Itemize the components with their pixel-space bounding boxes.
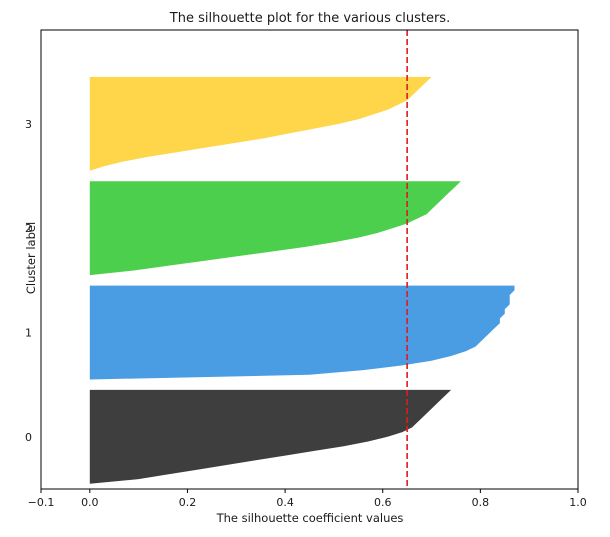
x-tick-label: −0.1 xyxy=(28,496,55,509)
x-tick-label: 0.4 xyxy=(276,496,294,509)
cluster-0-silhouette xyxy=(89,389,452,484)
x-tick-label: 0.8 xyxy=(472,496,490,509)
x-tick-label: 0.2 xyxy=(179,496,197,509)
y-tick-label: 3 xyxy=(25,118,32,131)
cluster-bands xyxy=(89,76,515,484)
y-tick-label: 1 xyxy=(25,327,32,340)
plot-frame xyxy=(40,29,579,490)
cluster-1-silhouette xyxy=(89,285,515,380)
cluster-2-silhouette xyxy=(89,181,461,276)
y-tick-label: 0 xyxy=(25,431,32,444)
x-tick-label: 0.6 xyxy=(374,496,392,509)
x-tick-label: 1.0 xyxy=(569,496,587,509)
x-axis-label: The silhouette coefficient values xyxy=(216,511,404,525)
x-axis-ticks: −0.1 0.0 0.2 0.4 0.6 0.8 1.0 xyxy=(28,489,587,509)
chart-title: The silhouette plot for the various clus… xyxy=(169,11,450,26)
cluster-3-silhouette xyxy=(89,76,432,171)
y-tick-label: 2 xyxy=(25,222,32,235)
y-axis-ticks: 0 1 2 3 xyxy=(25,118,32,444)
x-tick-label: 0.0 xyxy=(81,496,99,509)
y-axis-label: Cluster label xyxy=(24,222,38,294)
